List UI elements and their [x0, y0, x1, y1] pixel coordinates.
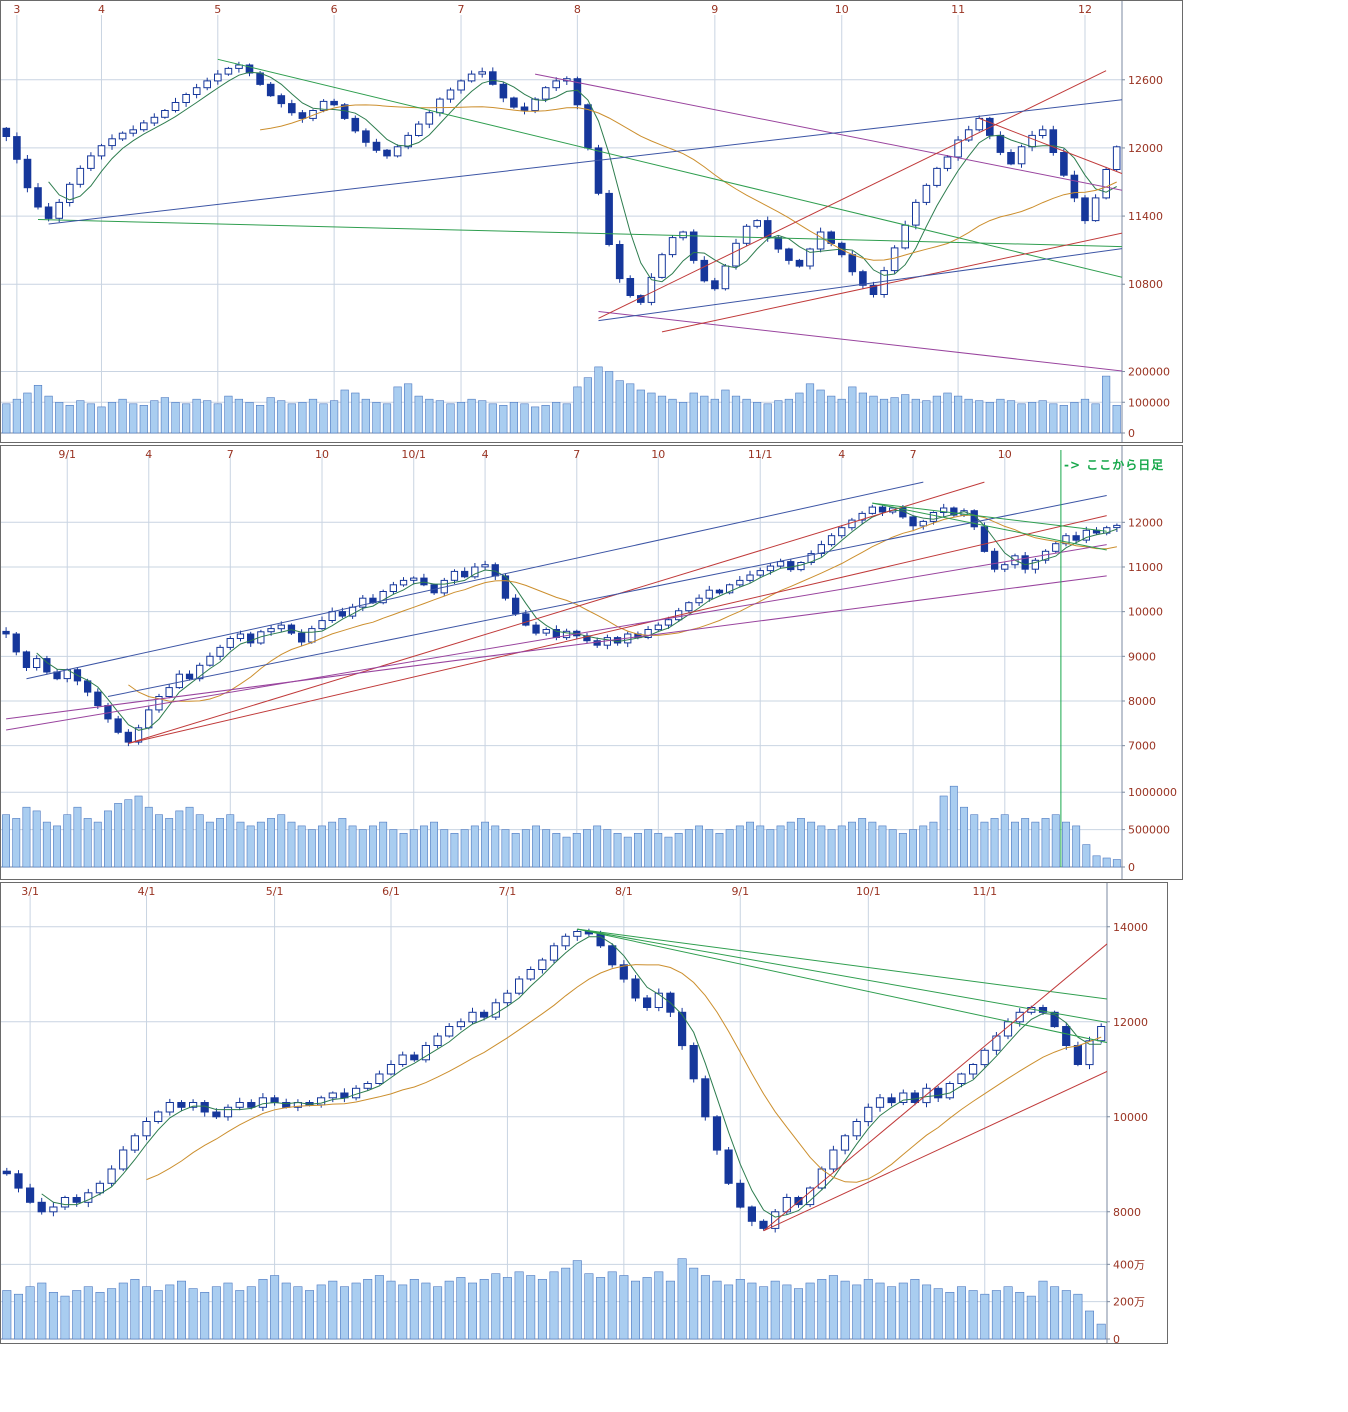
svg-text:10: 10 [651, 448, 665, 461]
svg-text:0: 0 [1128, 861, 1135, 874]
svg-text:9: 9 [711, 3, 718, 16]
svg-text:11/1: 11/1 [748, 448, 773, 461]
svg-text:10: 10 [315, 448, 329, 461]
svg-text:3: 3 [13, 3, 20, 16]
ma-line [128, 514, 1117, 702]
x-axis-labels: 3/1 4/1 5/1 6/1 7/1 8/1 9/1 10/1 11/1 [21, 885, 997, 898]
svg-text:11/1: 11/1 [972, 885, 997, 898]
svg-text:8: 8 [574, 3, 581, 16]
svg-text:10000: 10000 [1128, 606, 1163, 619]
ma-line [260, 104, 1117, 261]
svg-text:4: 4 [98, 3, 105, 16]
svg-text:0: 0 [1113, 1333, 1120, 1343]
svg-text:4: 4 [838, 448, 845, 461]
candlestick-series [2, 61, 1121, 306]
svg-text:10/1: 10/1 [401, 448, 426, 461]
svg-text:7000: 7000 [1128, 740, 1156, 753]
candlestick-chart-top[interactable]: 12600 12000 11400 10800 200000 100000 0 3 4 5 6 7 8 9… [0, 0, 1183, 443]
candlestick-chart-middle[interactable]: 12000 11000 10000 9000 8000 7000 1000000 500000… [0, 445, 1183, 880]
svg-text:10800: 10800 [1128, 278, 1163, 291]
svg-text:6: 6 [331, 3, 338, 16]
daily-from-here-annotation: -> ここから日足 [1064, 458, 1165, 472]
svg-text:6/1: 6/1 [382, 885, 400, 898]
middle-weekly-candlestick-svg: 12000 11000 10000 9000 8000 7000 1000000 500000… [1, 446, 1177, 879]
trendlines [577, 928, 1107, 1232]
candlestick-chart-bottom[interactable]: 14000 12000 10000 8000 400万 200万 0 3/1 4/1 5/1 6/1… [0, 882, 1168, 1344]
y-axis-labels: 12000 11000 10000 9000 8000 7000 1000000 500000… [1122, 516, 1177, 874]
grid [1, 15, 1122, 434]
svg-text:8000: 8000 [1128, 695, 1156, 708]
svg-text:200万: 200万 [1113, 1296, 1145, 1309]
svg-text:5/1: 5/1 [266, 885, 284, 898]
x-axis-labels: 3 4 5 6 7 8 9 10 11 12 [13, 3, 1092, 16]
svg-text:7: 7 [458, 3, 465, 16]
svg-text:9000: 9000 [1128, 650, 1156, 663]
candlestick-series [2, 503, 1121, 747]
y-axis-labels: 14000 12000 10000 8000 400万 200万 0 [1107, 921, 1148, 1343]
y-axis-labels: 12600 12000 11400 10800 200000 100000 0 [1122, 74, 1170, 440]
svg-text:14000: 14000 [1113, 921, 1148, 934]
svg-text:9/1: 9/1 [58, 448, 76, 461]
svg-text:10: 10 [835, 3, 849, 16]
ma-line [41, 936, 1102, 1218]
volume-series [2, 1258, 1106, 1340]
svg-text:10: 10 [998, 448, 1012, 461]
svg-text:3/1: 3/1 [21, 885, 39, 898]
bottom-longterm-candlestick-svg: 14000 12000 10000 8000 400万 200万 0 3/1 4/1 5/1 6/1… [1, 883, 1148, 1343]
svg-text:400万: 400万 [1113, 1258, 1145, 1271]
svg-text:12600: 12600 [1128, 74, 1163, 87]
svg-text:7: 7 [910, 448, 917, 461]
svg-text:500000: 500000 [1128, 824, 1170, 837]
top-daily-candlestick-svg: 12600 12000 11400 10800 200000 100000 0 3 4 5 6 7 8 9… [1, 1, 1170, 442]
volume-series [2, 785, 1121, 868]
svg-text:11000: 11000 [1128, 561, 1163, 574]
svg-text:12000: 12000 [1113, 1016, 1148, 1029]
svg-text:8/1: 8/1 [615, 885, 633, 898]
volume-series [2, 366, 1121, 434]
ma-line [48, 71, 1117, 283]
svg-text:7/1: 7/1 [499, 885, 517, 898]
svg-text:11: 11 [951, 3, 965, 16]
x-axis-labels: 9/1 4 7 10 10/1 4 7 10 11/1 4 7 10 [58, 448, 1011, 461]
svg-text:10000: 10000 [1113, 1111, 1148, 1124]
svg-text:100000: 100000 [1128, 396, 1170, 409]
svg-text:7: 7 [573, 448, 580, 461]
trendlines [6, 481, 1107, 744]
svg-text:8000: 8000 [1113, 1206, 1141, 1219]
ma-line [146, 964, 1102, 1183]
svg-text:9/1: 9/1 [731, 885, 749, 898]
svg-text:5: 5 [214, 3, 221, 16]
svg-text:4: 4 [482, 448, 489, 461]
svg-text:10/1: 10/1 [856, 885, 881, 898]
svg-text:12000: 12000 [1128, 516, 1163, 529]
svg-text:7: 7 [227, 448, 234, 461]
svg-text:4/1: 4/1 [138, 885, 156, 898]
svg-text:1000000: 1000000 [1128, 786, 1177, 799]
candlestick-series [2, 928, 1106, 1233]
trendlines [37, 58, 1122, 372]
svg-text:4: 4 [145, 448, 152, 461]
svg-text:200000: 200000 [1128, 366, 1170, 379]
svg-text:11400: 11400 [1128, 210, 1163, 223]
svg-text:12000: 12000 [1128, 142, 1163, 155]
svg-text:12: 12 [1078, 3, 1092, 16]
svg-text:0: 0 [1128, 427, 1135, 440]
